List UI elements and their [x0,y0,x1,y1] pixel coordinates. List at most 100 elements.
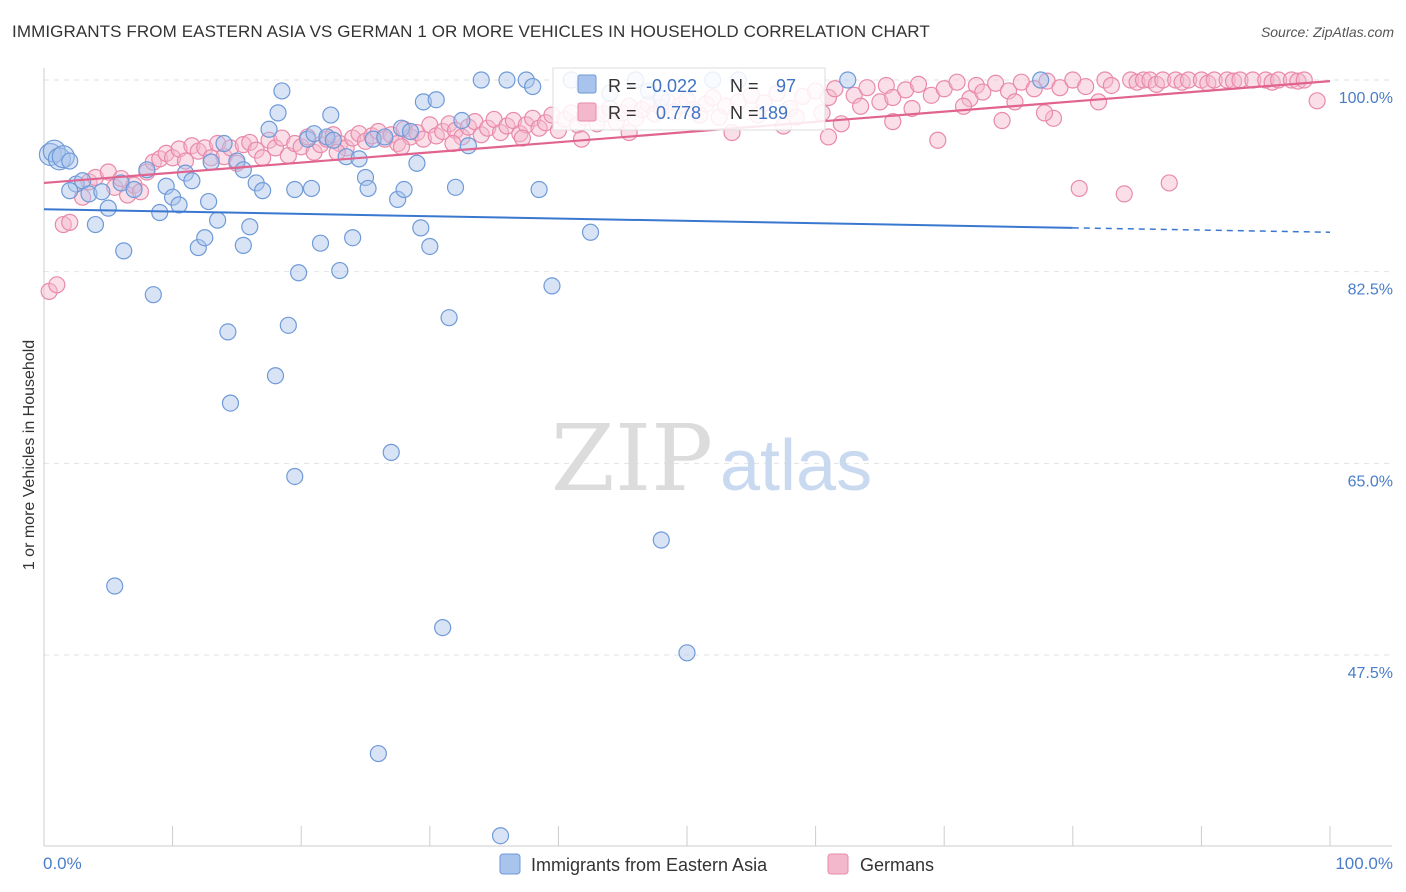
blue-point-62 [389,190,407,208]
pink-point-34 [273,129,291,147]
blue-point-60 [376,128,394,146]
blue-point-95 [1032,71,1050,89]
pink-point-127 [929,131,947,149]
legend-pink-label: Germans [860,855,934,875]
watermark-zip: ZIP [551,405,713,512]
blue-point-70 [427,91,445,109]
blue-point-39 [269,104,287,122]
blue-point-76 [472,71,490,89]
blue-point-28 [215,134,233,153]
blue-point-82 [543,277,561,295]
blue-point-41 [279,316,297,334]
pink-point-164 [1257,71,1275,89]
blue-point-91 [678,644,696,662]
blue-point-9 [86,215,105,234]
pink-point-3 [61,213,79,231]
stats-blue-r-label: R = [608,76,637,96]
pink-point-19 [176,152,195,170]
stats-box: R = -0.022 N = 97 R = 0.778 N = 189 [552,67,826,131]
pink-point-17 [164,149,182,167]
blue-point-11 [99,199,117,217]
axes [43,68,1392,847]
stats-pink-n-label: N = [730,103,759,123]
pink-point-2 [54,215,72,234]
pink-point-1 [48,276,66,294]
pink-point-169 [1295,71,1313,89]
blue-point-75 [459,137,477,155]
y-tick-label-2: 65.0% [1348,473,1393,490]
pink-point-22 [196,139,214,157]
blue-point-63 [392,119,411,137]
stats-blue-r-value: -0.022 [646,76,697,96]
pink-point-168 [1289,72,1307,90]
blue-point-6 [61,182,79,200]
blue-point-96 [106,577,124,595]
pink-point-154 [1167,71,1185,89]
pink-point-149 [1128,73,1146,91]
pink-point-116 [832,115,850,133]
pink-point-129 [948,73,966,91]
watermark: ZIP atlas [551,405,872,512]
y-tick-label-3: 47.5% [1348,665,1393,682]
pink-point-42 [324,126,342,144]
blue-point-90 [652,531,670,549]
blue-point-73 [446,178,465,196]
blue-point-14 [125,180,143,199]
blue-point-8 [80,185,98,203]
pink-point-146 [1102,76,1120,95]
blue-point-23 [189,238,207,257]
series-eastern-asia [38,71,1050,845]
blue-point-38 [266,367,285,385]
blue-point-52 [331,261,349,280]
pink-point-120 [871,93,889,111]
pink-point-173 [954,97,973,115]
pink-point-159 [1205,71,1223,89]
blue-point-72 [440,309,458,327]
pink-point-124 [903,99,921,118]
blue-point-74 [453,111,471,130]
blue-point-79 [517,71,535,89]
stats-pink-r-label: R = [608,103,637,123]
pink-point-139 [1044,109,1063,127]
blue-point-18 [157,177,175,195]
pink-point-118 [852,97,870,115]
blue-point-40 [273,82,291,100]
blue-point-44 [290,264,308,282]
blue-point-80 [524,77,542,96]
pink-point-134 [999,82,1018,100]
blue-point-29 [219,323,237,341]
stats-pink-swatch [577,102,597,122]
pink-point-160 [1218,71,1236,89]
blue-point-12 [115,242,133,260]
blue-point-22 [183,172,201,190]
y-tick-labels: 100.0% 82.5% 65.0% 47.5% [1339,90,1393,682]
blue-point-50 [322,106,340,124]
pink-point-68 [491,123,510,142]
blue-point-85 [581,223,600,241]
x-tick-label-0: 0.0% [43,854,82,873]
blue-trend-line [43,208,1073,229]
blue-point-94 [839,71,857,89]
pink-point-72 [517,116,535,134]
blue-point-65 [401,122,420,141]
pink-point-125 [909,75,928,93]
pink-point-28 [234,136,252,154]
y-tick-label-0: 100.0% [1339,90,1393,107]
watermark-atlas: atlas [720,426,872,506]
pink-point-142 [1070,179,1088,198]
blue-point-26 [202,153,220,171]
pink-point-115 [826,80,844,98]
blue-point-64 [395,180,413,199]
blue-point-30 [221,394,240,412]
pink-point-66 [479,119,497,137]
chart-title: IMMIGRANTS FROM EASTERN ASIA VS GERMAN 1… [12,22,930,41]
pink-point-123 [897,81,915,99]
y-tick-label-1: 82.5% [1348,282,1393,299]
blue-point-51 [324,131,342,149]
pink-point-155 [1173,73,1191,91]
blue-point-42 [286,180,304,199]
pink-point-172 [884,113,902,131]
blue-point-34 [241,218,259,236]
blue-point-36 [254,182,272,200]
